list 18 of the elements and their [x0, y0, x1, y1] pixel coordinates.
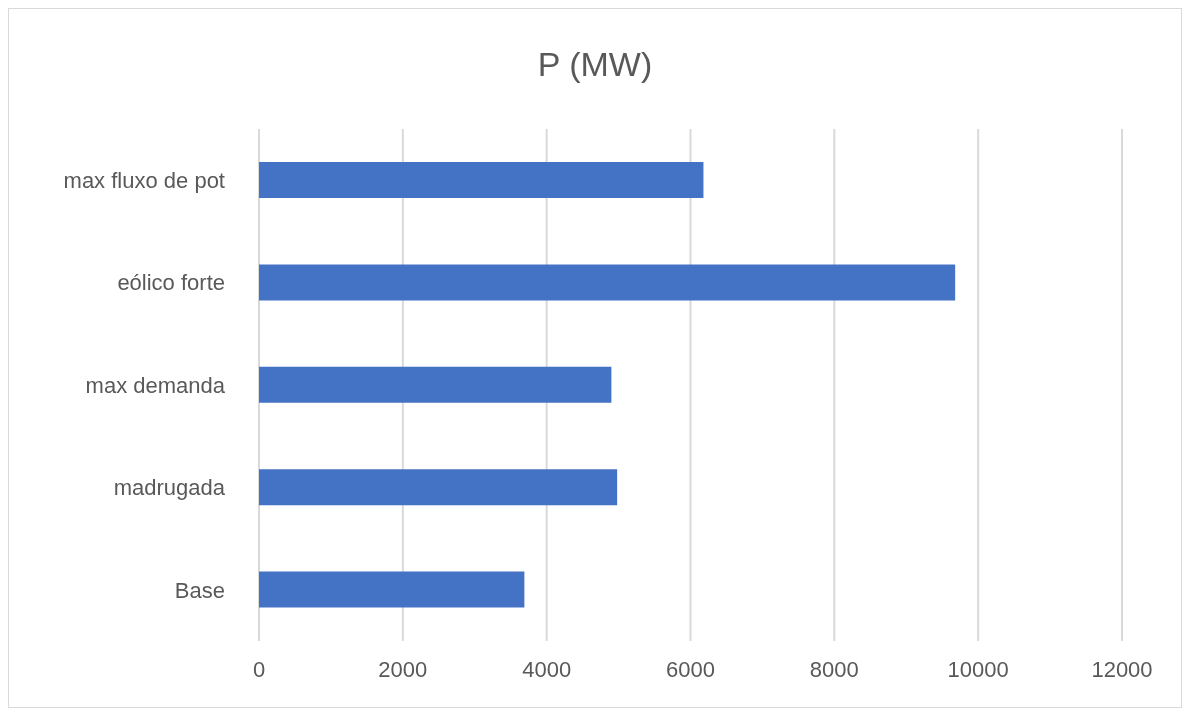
bar	[259, 366, 612, 403]
x-tick-label: 2000	[378, 656, 428, 682]
bar	[259, 162, 704, 198]
x-tick-label: 4000	[522, 656, 572, 682]
y-tick-label: eólico forte	[117, 270, 225, 296]
y-tick-label: madrugada	[113, 475, 226, 501]
x-tick-label: 6000	[666, 656, 715, 682]
chart-title: P (MW)	[536, 45, 654, 84]
y-tick-label: Base	[174, 577, 225, 603]
x-tick-label: 10000	[947, 656, 1009, 682]
bar	[259, 469, 618, 506]
y-tick-label: max fluxo de pot	[63, 168, 225, 194]
x-tick-label: 12000	[1091, 656, 1153, 682]
bar	[259, 264, 956, 301]
bar	[259, 571, 525, 608]
x-tick-label: 0	[252, 656, 266, 682]
x-tick-label: 8000	[809, 656, 859, 682]
y-tick-label: max demanda	[85, 372, 226, 398]
